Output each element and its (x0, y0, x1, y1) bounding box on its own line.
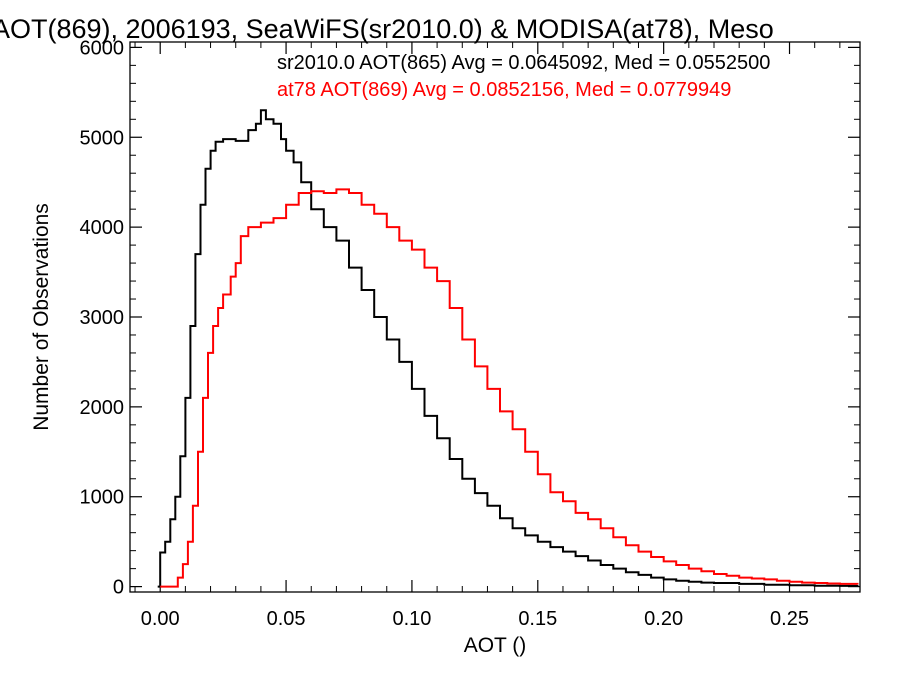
y-tick-label: 3000 (80, 307, 125, 329)
histogram-series-0 (157, 109, 859, 588)
x-tick-label: 0.25 (770, 608, 809, 630)
y-tick-label: 6000 (80, 37, 125, 59)
stats-annotation-modisa: at78 AOT(869) Avg = 0.0852156, Med = 0.0… (277, 79, 731, 101)
y-tick-label: 0 (113, 577, 124, 599)
x-tick-label: 0.10 (392, 608, 431, 630)
y-tick-label: 4000 (80, 217, 125, 239)
x-tick-label: 0.00 (141, 608, 180, 630)
y-tick-label: 2000 (80, 397, 125, 419)
x-tick-label: 0.15 (518, 608, 557, 630)
series-layer (157, 109, 859, 588)
y-tick-label: 1000 (80, 487, 125, 509)
plot-frame (129, 41, 861, 593)
x-tick-label: 0.20 (644, 608, 683, 630)
stats-annotation-seawifs: sr2010.0 AOT(865) Avg = 0.0645092, Med =… (277, 52, 770, 74)
x-axis-label: AOT () (464, 634, 527, 657)
y-tick-label: 5000 (80, 127, 125, 149)
x-tick-label: 0.05 (267, 608, 306, 630)
axis-ticks: 0.00 0.05 0.10 0.15 0.20 0.25 0 1000 2000 3000 400… (80, 37, 860, 630)
chart-title: AOT(869), 2006193, SeaWiFS(sr2010.0) & M… (0, 14, 774, 44)
histogram-series-1 (160, 188, 859, 588)
y-axis-label: Number of Observations (30, 203, 53, 431)
